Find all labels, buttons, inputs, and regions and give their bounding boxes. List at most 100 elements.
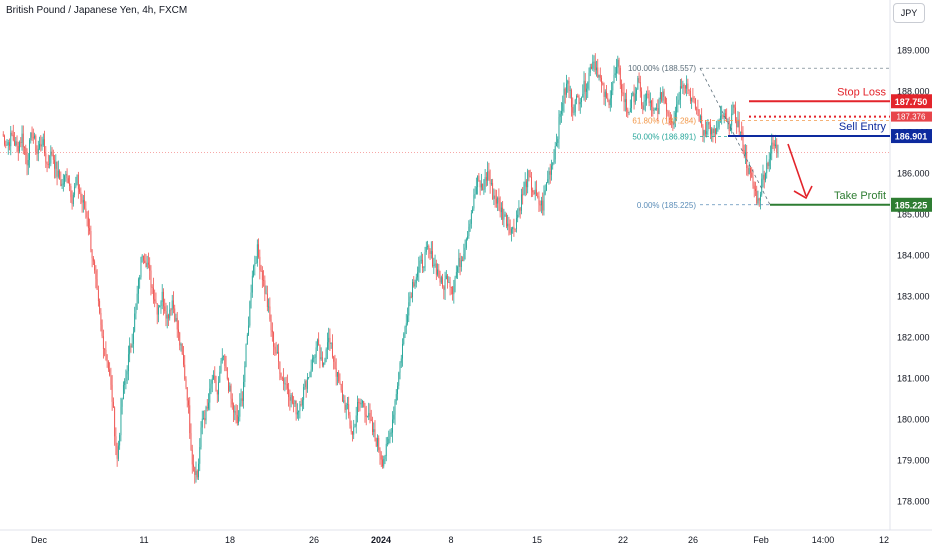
candle-body (256, 244, 258, 263)
candle-body (643, 101, 645, 110)
candle-body (722, 115, 724, 118)
candle-body (328, 337, 330, 343)
candle-body (402, 343, 403, 359)
candle-body (194, 466, 196, 475)
candle-body (483, 188, 485, 190)
candle-body (216, 391, 218, 395)
candle-body (467, 235, 469, 240)
candle-body (448, 282, 450, 284)
candle-body (433, 264, 435, 266)
candle-body (654, 108, 656, 111)
candle-body (196, 470, 198, 478)
candle-body (31, 132, 33, 138)
candle-body (198, 463, 199, 478)
candle-body (164, 306, 166, 312)
candle-body (305, 381, 307, 389)
candle-body (209, 388, 211, 403)
candle-body (17, 146, 19, 152)
x-tick-label: 26 (688, 535, 698, 545)
candle-body (755, 188, 756, 191)
candle-body (607, 97, 609, 101)
candle-body (468, 226, 470, 236)
candle-body (713, 128, 715, 134)
candle-body (294, 400, 296, 404)
candle-body (473, 195, 475, 209)
candle-body (419, 260, 421, 267)
candle-body (211, 378, 213, 384)
candle-body (742, 133, 744, 151)
candle-body (445, 275, 447, 280)
candle-body (301, 399, 303, 406)
candle-body (334, 361, 336, 369)
candle-body (538, 196, 540, 204)
candle-body (330, 342, 332, 344)
candle-body (703, 130, 705, 136)
candle-body (377, 438, 378, 447)
candle-body (289, 397, 291, 401)
candle-body (753, 185, 755, 189)
candle-body (601, 77, 602, 84)
candle-body (551, 165, 552, 175)
candle-body (348, 404, 350, 416)
candle-body (193, 464, 194, 467)
candle-body (54, 159, 56, 169)
candle-body (84, 199, 86, 209)
candle-body (185, 379, 187, 388)
candle-body (736, 121, 738, 128)
candle-body (519, 208, 521, 211)
candle-body (689, 90, 691, 102)
candle-body (435, 263, 437, 275)
candle-body (626, 99, 627, 110)
candle-body (66, 173, 68, 179)
candle-body (709, 124, 711, 135)
candle-body (384, 456, 386, 460)
candle-body (412, 281, 413, 297)
candle-body (674, 112, 676, 120)
candle-body (727, 121, 729, 122)
candle-body (579, 102, 581, 105)
y-tick-label: 181.000 (897, 374, 930, 384)
candle-body (99, 301, 101, 313)
candle-body (731, 113, 733, 126)
stop-level-label: Stop Loss (837, 86, 886, 98)
candle-body (765, 173, 766, 181)
candle-body (286, 384, 288, 389)
candle-body (718, 121, 720, 127)
candle-body (686, 83, 688, 89)
candle-body (19, 142, 20, 152)
candle-body (658, 99, 660, 114)
candle-body (706, 131, 708, 135)
candle-body (701, 115, 703, 127)
candle-body (450, 287, 452, 288)
candle-body (45, 153, 47, 163)
candle-body (563, 88, 565, 103)
candle-body (21, 133, 23, 143)
candle-body (221, 356, 223, 361)
candle-body (39, 143, 40, 149)
candle-body (596, 67, 597, 71)
candle-body (379, 449, 381, 456)
candle-body (35, 135, 37, 152)
candle-body (669, 117, 671, 120)
candle-body (142, 255, 144, 261)
candle-body (737, 119, 739, 128)
candle-body (432, 251, 433, 266)
candle-body (738, 119, 740, 133)
candle-body (208, 402, 209, 409)
candle-body (246, 334, 248, 345)
candle-body (661, 92, 663, 101)
candle-body (460, 260, 462, 268)
candle-body (92, 258, 94, 262)
candle-body (285, 383, 287, 385)
candle-body (775, 144, 776, 147)
candle-body (168, 314, 169, 319)
candle-body (360, 403, 362, 405)
candle-body (556, 142, 557, 147)
candle-body (355, 415, 357, 427)
candle-body (495, 198, 497, 204)
candle-body (472, 208, 474, 214)
candle-body (544, 190, 546, 195)
candle-body (677, 101, 679, 105)
candle-body (214, 375, 216, 381)
currency-button[interactable]: JPY (893, 3, 925, 23)
